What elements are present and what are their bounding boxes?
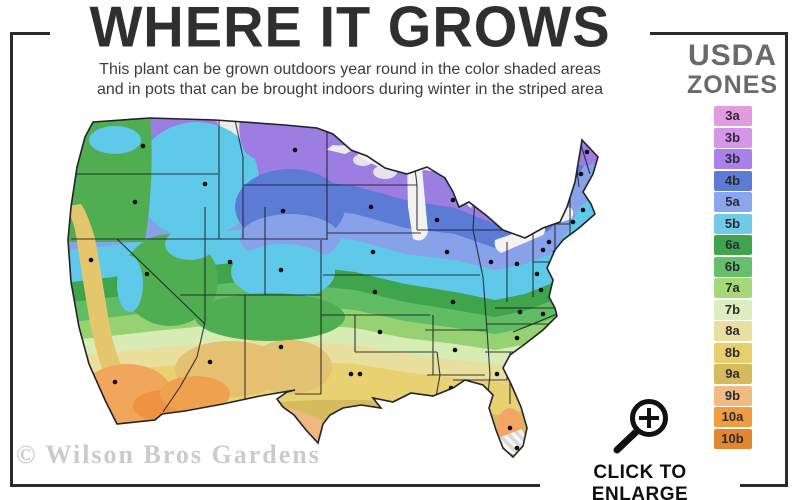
us-outline [67,117,599,459]
legend-swatch-6b: 6b [713,256,752,277]
legend-title-usda: USDA [687,39,777,72]
legend-swatch-column: 3a 3b 3b 4b 5a 5b 6a 6b 7a 7b 8a 8b 9a 9… [685,106,780,449]
usda-zones-legend: USDA ZONES 3a 3b 3b 4b 5a 5b 6a 6b 7a 7b… [685,40,780,450]
legend-swatch-8b: 8b [713,342,752,363]
legend-swatch-8a: 8a [713,321,752,341]
legend-swatch-10a: 10a [713,407,752,427]
us-map-svg [67,117,599,459]
click-to-enlarge-label[interactable]: CLICK TO ENLARGE [540,462,740,500]
subtitle-line-2: and in pots that can be brought indoors … [96,81,604,98]
legend-swatch-9b: 9b [713,385,752,406]
subtitle: This plant can be grown outdoors year ro… [60,60,640,100]
legend-swatch-5a: 5a [713,192,752,212]
legend-swatch-10b: 10b [713,428,752,449]
subtitle-line-1: This plant can be grown outdoors year ro… [99,61,601,78]
legend-swatch-9a: 9a [713,364,752,384]
click-to-enlarge-control[interactable]: CLICK TO ENLARGE [540,394,740,500]
page-title: WHERE IT GROWS [50,0,650,59]
legend-swatch-5b: 5b [713,213,752,234]
legend-title-zones: ZONES [686,71,779,99]
legend-swatch-3b-2: 3b [713,149,752,169]
watermark: © Wilson Bros Gardens [16,440,321,469]
legend-swatch-4b: 4b [713,170,752,191]
legend-swatch-7a: 7a [713,278,752,298]
magnifier-plus-icon [613,399,668,454]
us-hardiness-zone-map[interactable] [55,112,665,467]
legend-swatch-3b: 3b [713,127,752,148]
legend-swatch-3a: 3a [713,106,752,126]
legend-swatch-7b: 7b [713,299,752,320]
legend-swatch-6a: 6a [713,235,752,255]
